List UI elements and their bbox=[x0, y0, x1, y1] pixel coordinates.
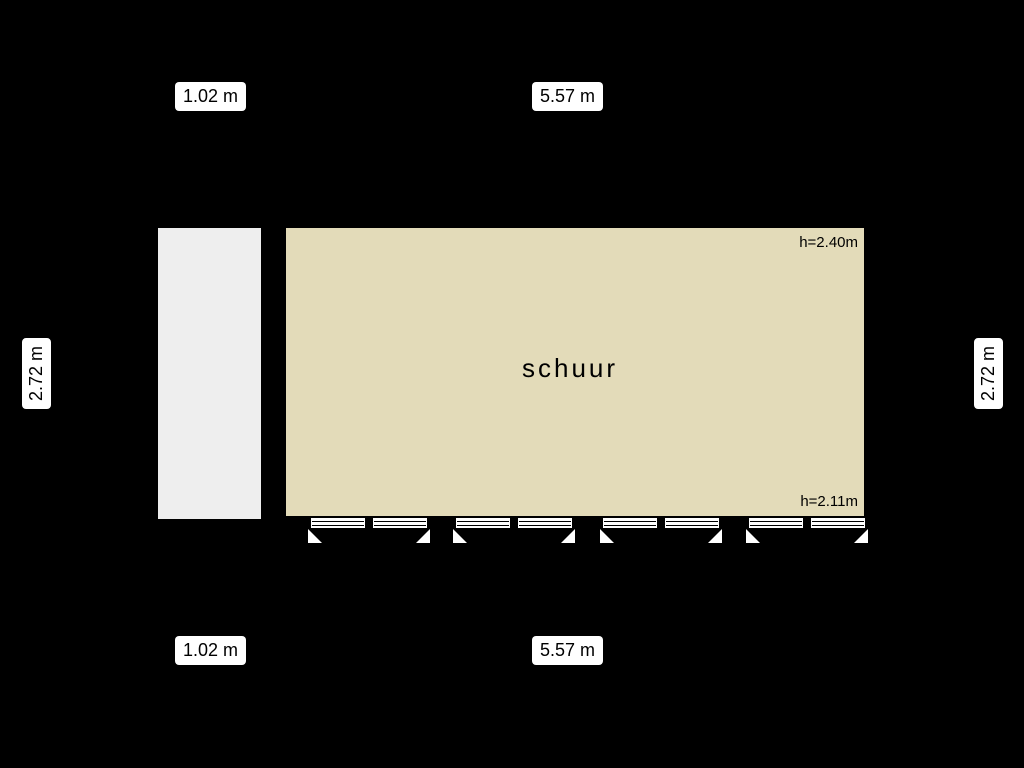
door-set-4 bbox=[748, 517, 866, 541]
floorplan-left-section bbox=[155, 225, 264, 519]
door-set-2 bbox=[455, 517, 573, 541]
room-label: schuur bbox=[522, 353, 618, 384]
dim-top-small: 1.02 m bbox=[175, 82, 246, 111]
floorplan-canvas: 1.02 m 5.57 m 1.02 m 5.57 m 2.72 m 2.72 … bbox=[0, 0, 1024, 768]
dim-top-large: 5.57 m bbox=[532, 82, 603, 111]
dim-side-right: 2.72 m bbox=[974, 338, 1003, 409]
door-set-1 bbox=[310, 517, 428, 541]
dim-bottom-small: 1.02 m bbox=[175, 636, 246, 665]
ceiling-height-top: h=2.40m bbox=[799, 234, 858, 251]
ceiling-height-bottom: h=2.11m bbox=[800, 493, 858, 510]
door-set-3 bbox=[602, 517, 720, 541]
dim-side-left: 2.72 m bbox=[22, 338, 51, 409]
dim-bottom-large: 5.57 m bbox=[532, 636, 603, 665]
floorplan-section-gap bbox=[264, 225, 283, 519]
